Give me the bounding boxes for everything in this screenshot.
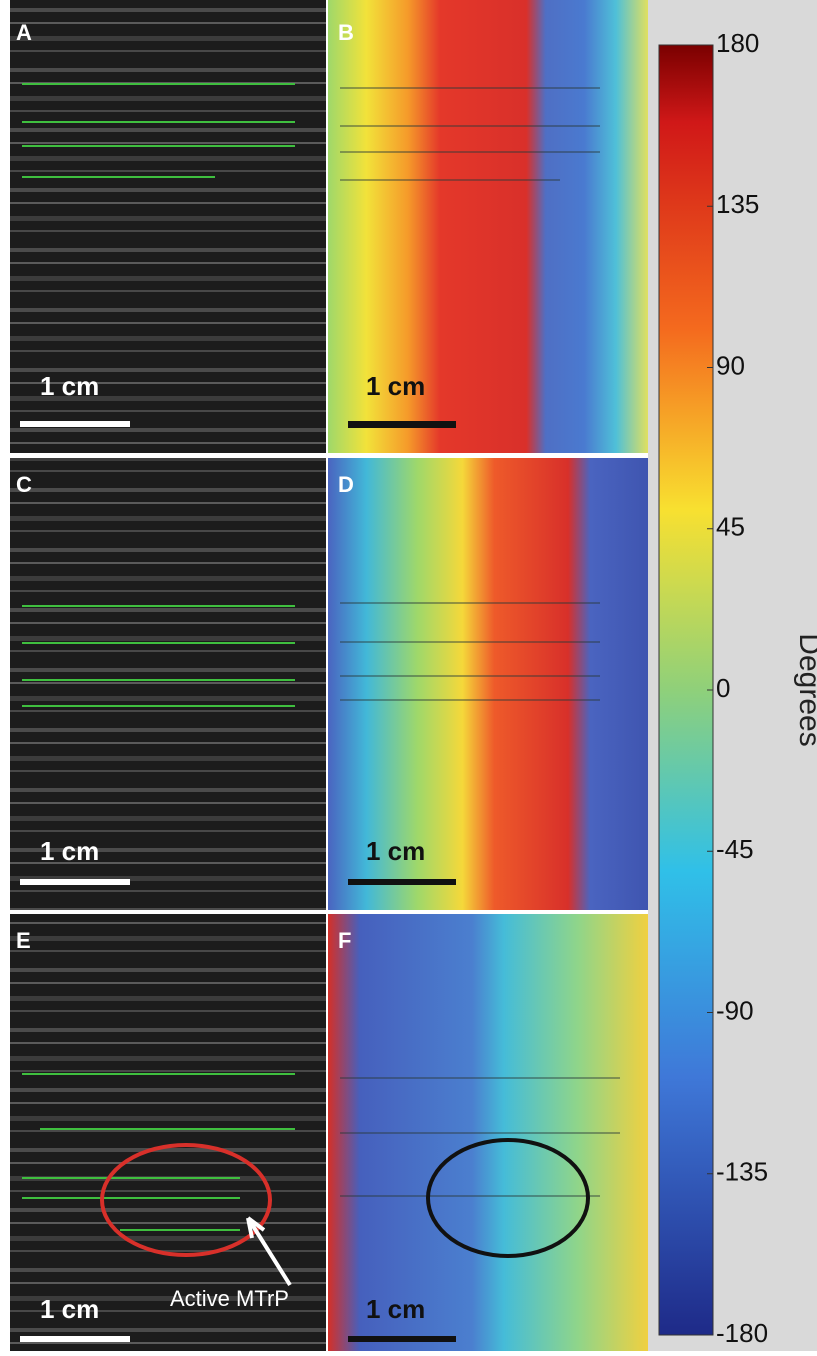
scale-label: 1 cm [366, 371, 425, 401]
scale-label: 1 cm [366, 1294, 425, 1324]
panel-label: D [338, 472, 354, 497]
tick-label: 90 [716, 350, 745, 380]
tick-label: 135 [716, 189, 759, 219]
page: {"panels":[{"label":"A","scale":"1 cm"},… [0, 0, 817, 1351]
panel-label: B [338, 20, 354, 45]
tick-label: -180 [716, 1318, 768, 1348]
tick-label: 45 [716, 512, 745, 542]
annotation: Active MTrP [170, 1286, 289, 1311]
colorbar-label: Degrees [793, 633, 817, 746]
scale-label: 1 cm [40, 1294, 99, 1324]
panel-label: E [16, 928, 31, 953]
colorbar [659, 45, 713, 1335]
panel-label: A [16, 20, 32, 45]
tick-label: 180 [716, 28, 759, 58]
scale-label: 1 cm [40, 371, 99, 401]
panel-label: C [16, 472, 32, 497]
scale-label: 1 cm [366, 836, 425, 866]
tick-label: 0 [716, 673, 730, 703]
tick-label: -135 [716, 1157, 768, 1187]
panel-label: F [338, 928, 351, 953]
scale-label: 1 cm [40, 836, 99, 866]
tick-label: -45 [716, 834, 754, 864]
tick-label: -90 [716, 995, 754, 1025]
figure: A B C D E F 1 cm 1 cm 1 cm 1 cm 1 cm 1 c… [0, 0, 817, 1351]
